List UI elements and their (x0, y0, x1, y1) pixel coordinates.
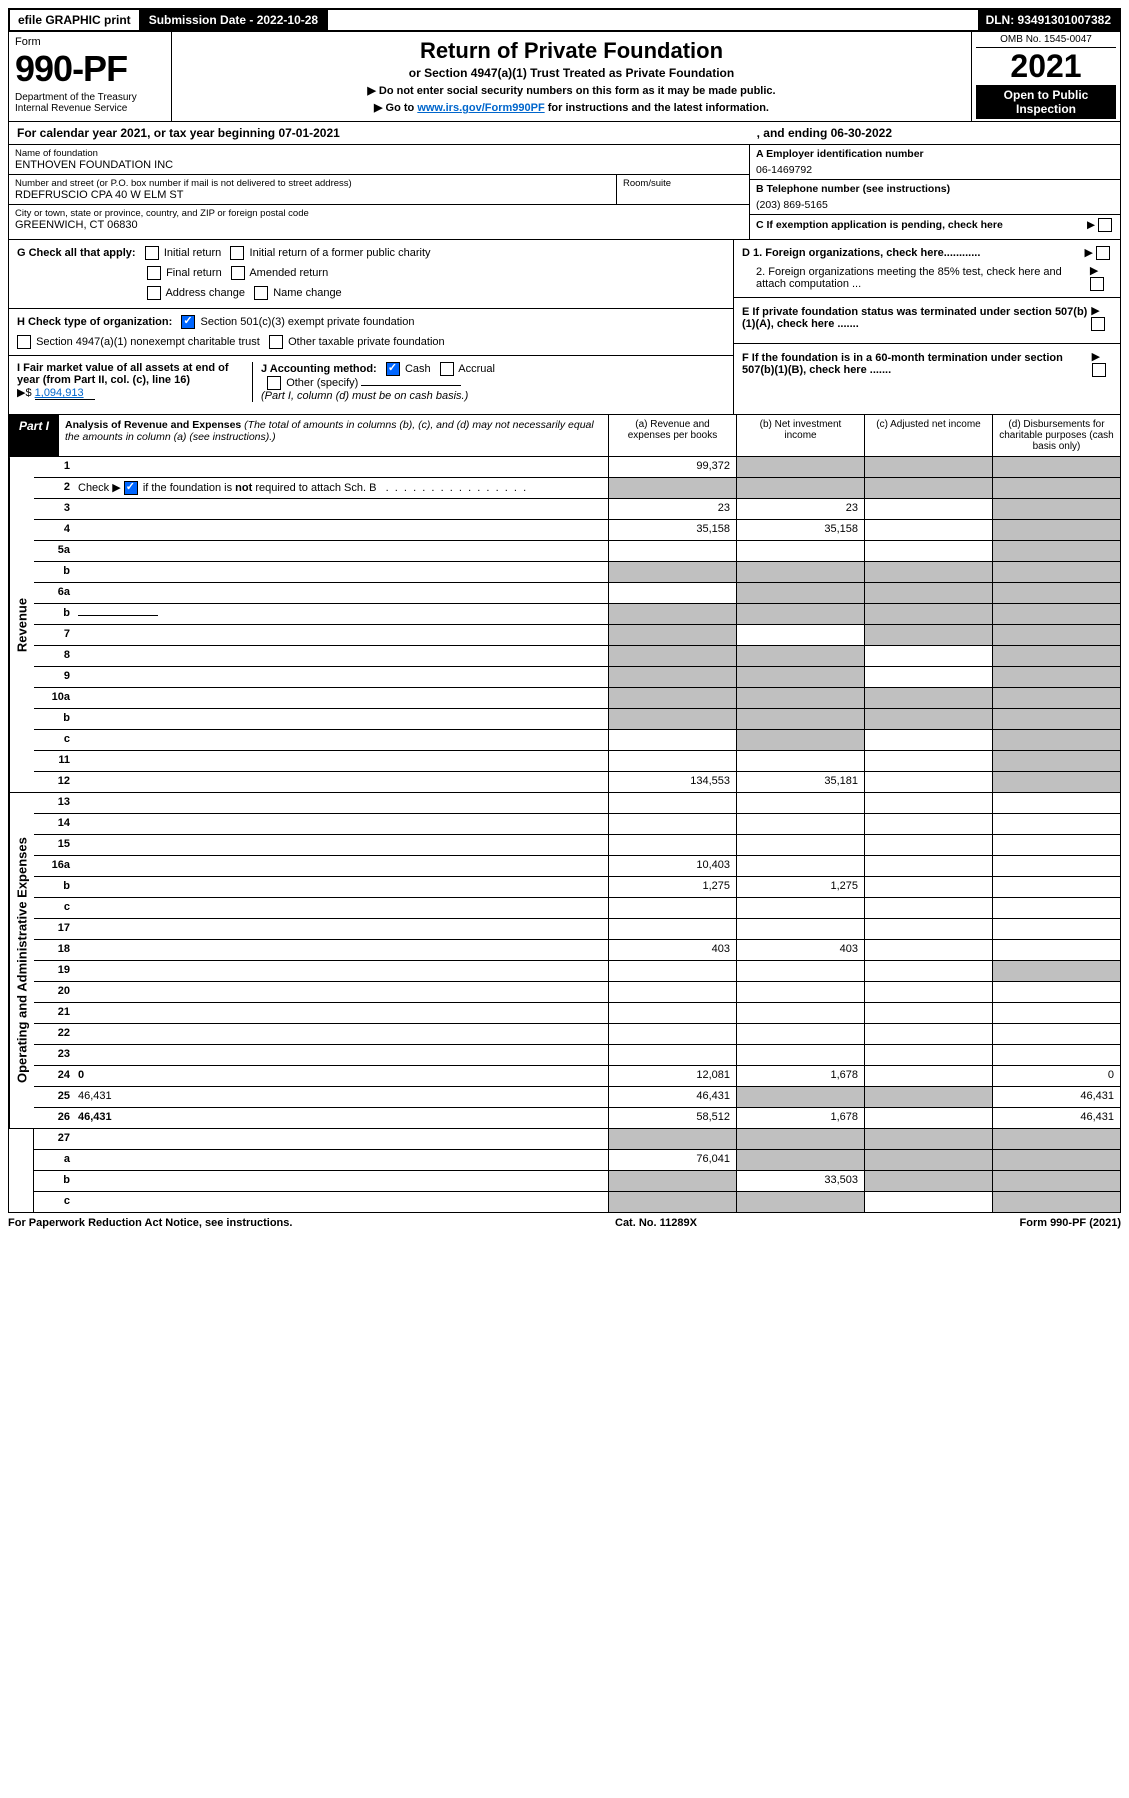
calendar-year-row: For calendar year 2021, or tax year begi… (9, 122, 1120, 145)
g-initial-return[interactable] (145, 246, 159, 260)
tax-year: 2021 (976, 48, 1116, 85)
form-number-cell: Form 990-PF Department of the Treasury I… (9, 32, 172, 121)
footer-left: For Paperwork Reduction Act Notice, see … (8, 1217, 292, 1229)
expenses-side-label: Operating and Administrative Expenses (9, 793, 34, 1128)
note-1: ▶ Do not enter social security numbers o… (176, 84, 967, 97)
omb-number: OMB No. 1545-0047 (976, 34, 1116, 48)
form-subtitle: or Section 4947(a)(1) Trust Treated as P… (176, 66, 967, 80)
form-word: Form (15, 36, 165, 48)
line27-body: 27 a76,041 b33,503 c (34, 1129, 1120, 1212)
identity-grid: Name of foundation ENTHOVEN FOUNDATION I… (9, 145, 1120, 239)
g-amended-return[interactable] (231, 266, 245, 280)
g-initial-former[interactable] (230, 246, 244, 260)
expenses-body: 13 14 15 16a10,403 b1,2751,275 c 17 1840… (34, 793, 1120, 1128)
col-b-header: (b) Net investment income (736, 415, 864, 456)
g-name-change[interactable] (254, 286, 268, 300)
part1-label: Part I (9, 415, 59, 456)
foundation-name-row: Name of foundation ENTHOVEN FOUNDATION I… (9, 145, 749, 175)
city-row: City or town, state or province, country… (9, 205, 749, 234)
department: Department of the Treasury Internal Reve… (15, 92, 165, 114)
footer-right: Form 990-PF (2021) (1020, 1217, 1122, 1229)
schb-checkbox[interactable] (124, 481, 138, 495)
irs-link[interactable]: www.irs.gov/Form990PF (417, 102, 544, 114)
expenses-table: Operating and Administrative Expenses 13… (8, 793, 1121, 1129)
identity-right: A Employer identification number 06-1469… (749, 145, 1120, 239)
h-4947[interactable] (17, 335, 31, 349)
h-other-taxable[interactable] (269, 335, 283, 349)
form-header: Form 990-PF Department of the Treasury I… (8, 32, 1121, 122)
address-value: RDEFRUSCIO CPA 40 W ELM ST (15, 189, 610, 201)
d2-checkbox[interactable] (1090, 277, 1104, 291)
identity-left: Name of foundation ENTHOVEN FOUNDATION I… (9, 145, 749, 239)
ein-value: 06-1469792 (756, 164, 1114, 176)
revenue-body: 199,372 2Check ▶ if the foundation is no… (34, 457, 1120, 792)
footer-mid: Cat. No. 11289X (615, 1217, 697, 1229)
cal-year-end: , and ending 06-30-2022 (757, 126, 892, 140)
col-c-header: (c) Adjusted net income (864, 415, 992, 456)
fmv-value: 1,094,913 (35, 387, 95, 400)
ein-row: A Employer identification number 06-1469… (750, 145, 1120, 180)
submission-date: Submission Date - 2022-10-28 (141, 10, 328, 30)
f-checkbox[interactable] (1092, 363, 1106, 377)
address-row: Number and street (or P.O. box number if… (9, 175, 749, 205)
part1-header: Part I Analysis of Revenue and Expenses … (8, 415, 1121, 457)
e-checkbox[interactable] (1091, 317, 1105, 331)
note-2: ▶ Go to www.irs.gov/Form990PF for instru… (176, 101, 967, 114)
calendar-and-identity: For calendar year 2021, or tax year begi… (8, 122, 1121, 415)
j-cash[interactable] (386, 362, 400, 376)
room-label: Room/suite (623, 178, 743, 189)
form-number: 990-PF (15, 48, 165, 90)
j-accrual[interactable] (440, 362, 454, 376)
exemption-checkbox[interactable] (1098, 218, 1112, 232)
open-inspection: Open to Public Inspection (976, 85, 1116, 119)
col-a-header: (a) Revenue and expenses per books (608, 415, 736, 456)
g-address-change[interactable] (147, 286, 161, 300)
form-title: Return of Private Foundation (176, 38, 967, 64)
right-header-cell: OMB No. 1545-0047 2021 Open to Public In… (972, 32, 1120, 121)
exemption-row: C If exemption application is pending, c… (750, 215, 1120, 239)
col-d-header: (d) Disbursements for charitable purpose… (992, 415, 1120, 456)
d1-checkbox[interactable] (1096, 246, 1110, 260)
cal-year-text: For calendar year 2021, or tax year begi… (17, 126, 340, 140)
foundation-name: ENTHOVEN FOUNDATION INC (15, 159, 743, 171)
city-value: GREENWICH, CT 06830 (15, 219, 743, 231)
line27-table: 27 a76,041 b33,503 c (8, 1129, 1121, 1213)
title-cell: Return of Private Foundation or Section … (172, 32, 972, 121)
revenue-table: Revenue 199,372 2Check ▶ if the foundati… (8, 457, 1121, 793)
g-final-return[interactable] (147, 266, 161, 280)
checks-right: D 1. Foreign organizations, check here..… (733, 240, 1120, 414)
phone-value: (203) 869-5165 (756, 199, 1114, 211)
efile-label: efile GRAPHIC print (10, 10, 141, 30)
checks-left: G Check all that apply: Initial return I… (9, 240, 733, 414)
part1-desc: Analysis of Revenue and Expenses (The to… (59, 415, 608, 456)
checks-grid: G Check all that apply: Initial return I… (9, 239, 1120, 414)
phone-row: B Telephone number (see instructions) (2… (750, 180, 1120, 215)
h-501c3[interactable] (181, 315, 195, 329)
j-other[interactable] (267, 376, 281, 390)
topbar: efile GRAPHIC print Submission Date - 20… (8, 8, 1121, 32)
page-footer: For Paperwork Reduction Act Notice, see … (8, 1213, 1121, 1229)
revenue-side-label: Revenue (9, 457, 34, 792)
dln-label: DLN: 93491301007382 (978, 10, 1119, 30)
